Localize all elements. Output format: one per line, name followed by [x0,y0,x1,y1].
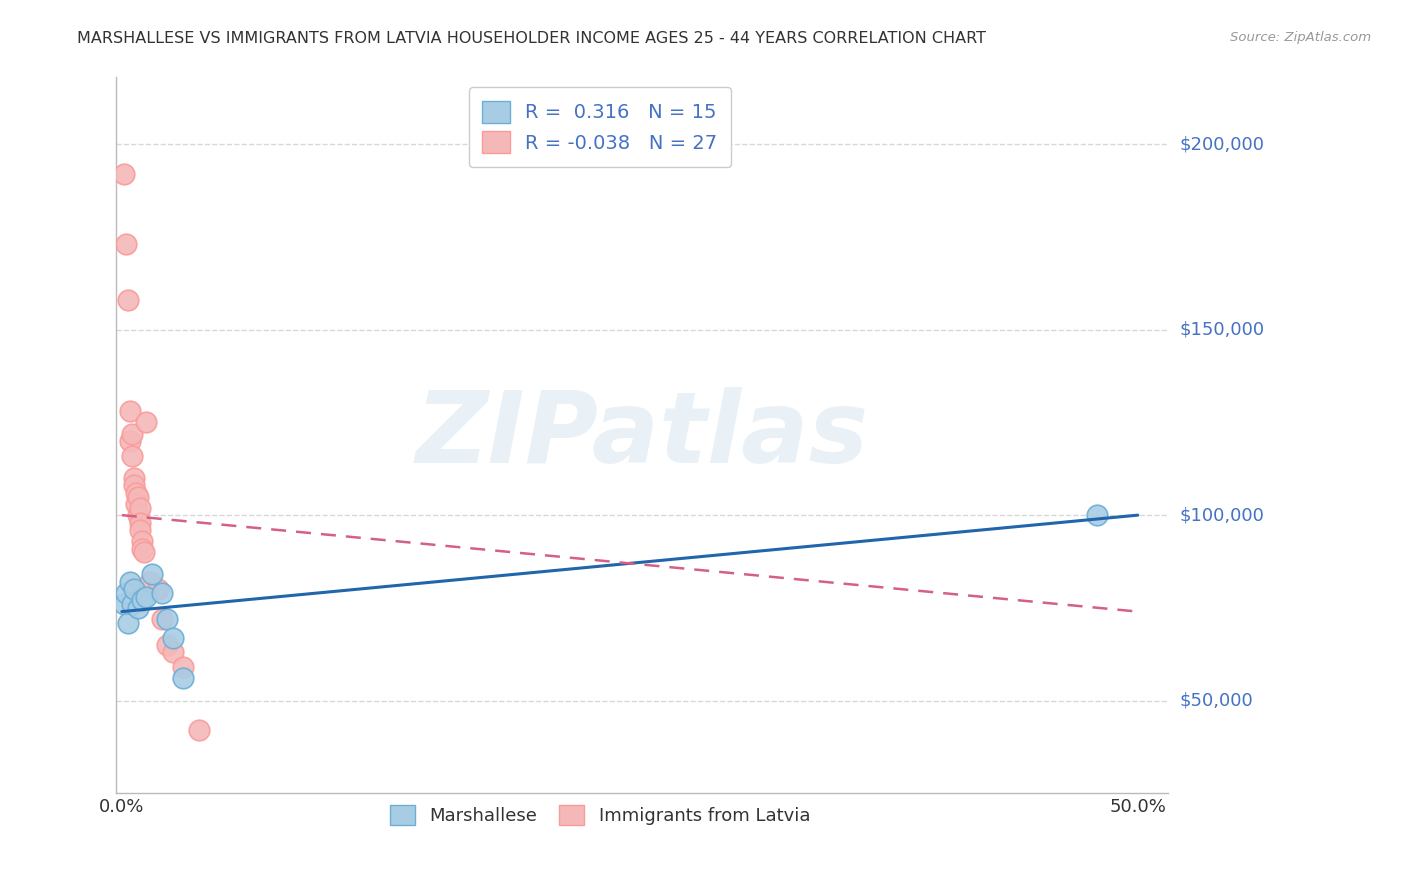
Point [1085,508,1108,523]
Point [112,597,135,611]
Point [188,723,211,738]
Point [121,426,143,441]
Point [131,541,153,556]
Point [148,582,170,597]
Text: ZIPatlas: ZIPatlas [415,387,869,483]
Point [125,497,148,511]
Point [141,567,163,582]
Point [117,615,139,630]
Point [162,645,184,659]
Text: $150,000: $150,000 [1180,321,1264,339]
Point [162,631,184,645]
Text: MARSHALLESE VS IMMIGRANTS FROM LATVIA HOUSEHOLDER INCOME AGES 25 - 44 YEARS CORR: MARSHALLESE VS IMMIGRANTS FROM LATVIA HO… [77,31,987,46]
Point [135,590,157,604]
Point [112,167,135,181]
Point [135,416,157,430]
Point [117,293,139,307]
Point [131,534,153,549]
Text: Source: ZipAtlas.com: Source: ZipAtlas.com [1230,31,1371,45]
Point [122,471,145,485]
Point [118,434,141,448]
Point [115,586,138,600]
Point [118,404,141,418]
Point [127,600,149,615]
Point [152,586,174,600]
Point [127,508,149,523]
Point [131,593,153,607]
Point [134,545,156,559]
Point [172,671,194,685]
Point [122,582,145,597]
Point [155,612,177,626]
Point [125,486,148,500]
Point [121,449,143,463]
Point [115,237,138,252]
Point [172,660,194,674]
Point [129,500,152,515]
Point [122,478,145,492]
Point [129,516,152,530]
Point [139,574,162,589]
Text: $50,000: $50,000 [1180,691,1253,710]
Text: $200,000: $200,000 [1180,136,1264,153]
Point [118,574,141,589]
Legend: Marshallese, Immigrants from Latvia: Marshallese, Immigrants from Latvia [381,796,820,834]
Point [152,612,174,626]
Point [121,597,143,611]
Point [155,638,177,652]
Point [129,523,152,537]
Point [127,490,149,504]
Text: $100,000: $100,000 [1180,506,1264,524]
